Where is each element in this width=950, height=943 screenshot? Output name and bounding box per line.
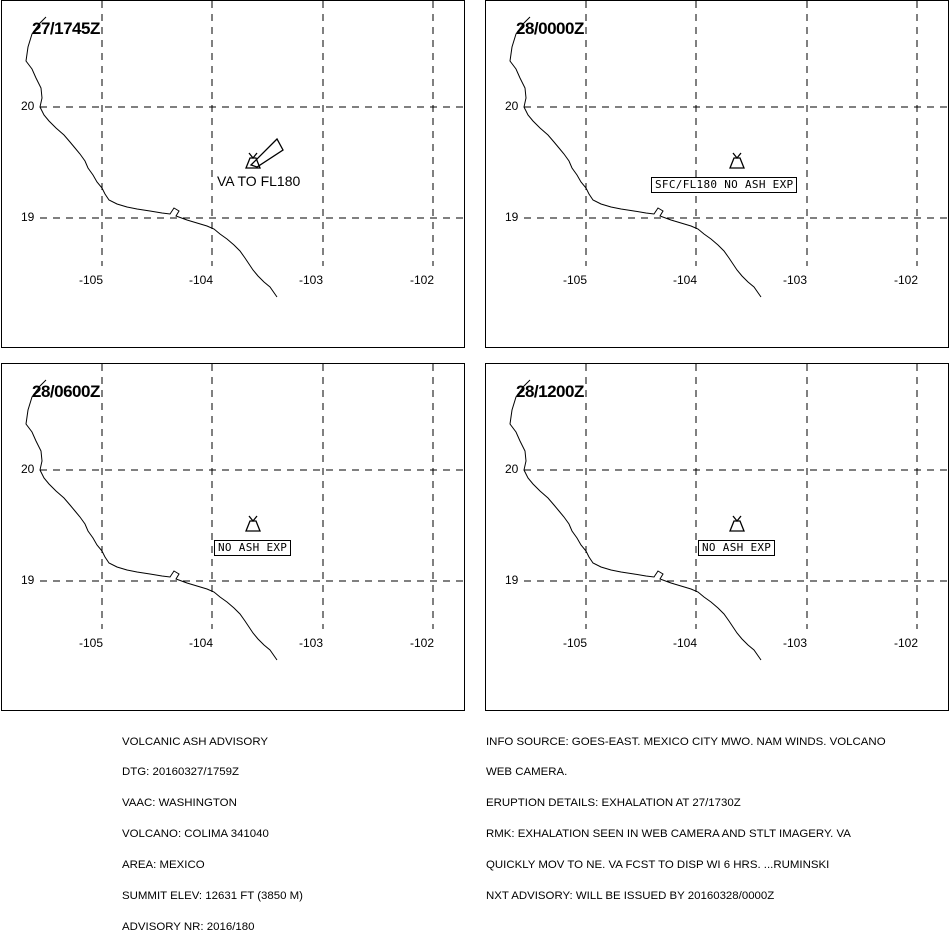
advisory-line: INFO SOURCE: GOES-EAST. MEXICO CITY MWO.… [486,735,886,748]
ash-label: NO ASH EXP [214,540,292,556]
lon-label-104: -104 [189,273,214,287]
advisory-line: VOLCANIC ASH ADVISORY [122,735,269,748]
coastline [509,379,762,661]
lat-label-20: 20 [21,99,35,113]
coastline [25,379,278,661]
advisory-line: SUMMIT ELEV: 12631 FT (3850 M) [122,890,303,903]
lon-label-104: -104 [189,636,214,650]
lon-label-102: -102 [410,273,435,287]
coastline [25,16,278,298]
advisory-line: VOLCANO: COLIMA 341040 [122,828,269,841]
ash-plume-polygon [249,137,284,168]
map-panel-3: 28/0600Z 20 19 -105 -104 -103 -102 NO AS… [1,363,465,711]
advisory-line: QUICKLY MOV TO NE. VA FCST TO DISP WI 6 … [486,859,830,872]
map-graphics [25,364,464,661]
advisory-line: WEB CAMERA. [486,766,568,779]
advisory-line: VAAC: WASHINGTON [122,797,237,810]
lon-label-105: -105 [79,636,104,650]
lon-label-103: -103 [299,636,324,650]
lon-label-105: -105 [79,273,104,287]
advisory-line: ADVISORY NR: 2016/180 [122,920,255,933]
panel-time-title: 28/0600Z [32,382,100,401]
volcano-icon [729,520,745,532]
advisory-line: ERUPTION DETAILS: EXHALATION AT 27/1730Z [486,797,741,810]
volcano-icon [245,157,261,169]
volcano-eruption-icon [732,515,742,523]
lon-label-105: -105 [563,273,588,287]
ash-label: NO ASH EXP [698,540,776,556]
ash-label: VA TO FL180 [217,173,301,189]
advisory-line: NXT ADVISORY: WILL BE ISSUED BY 20160328… [486,890,775,903]
advisory-left: VOLCANIC ASH ADVISORY DTG: 20160327/1759… [122,716,303,943]
lat-label-20: 20 [21,462,35,476]
advisory-line: DTG: 20160327/1759Z [122,766,240,779]
volcano-icon [245,520,261,532]
lon-label-103: -103 [783,636,808,650]
advisory-line: RMK: EXHALATION SEEN IN WEB CAMERA AND S… [486,828,851,841]
lon-label-102: -102 [894,636,919,650]
lat-label-20: 20 [505,99,519,113]
lat-label-19: 19 [21,210,35,224]
map-panel-4: 28/1200Z 20 19 -105 -104 -103 -102 NO AS… [485,363,949,711]
lon-label-103: -103 [783,273,808,287]
panel-time-title: 27/1745Z [32,19,100,38]
lon-label-102: -102 [894,273,919,287]
volcano-icon [729,157,745,169]
volcano-eruption-icon [248,152,258,160]
advisory-line: AREA: MEXICO [122,859,205,872]
ash-label: SFC/FL180 NO ASH EXP [651,177,798,193]
panel-time-title: 28/1200Z [516,382,584,401]
coastline [509,16,762,298]
lat-label-19: 19 [21,573,35,587]
map-panel-1: 27/1745Z 20 19 -105 -104 -103 -102 VA TO… [1,0,465,348]
map-graphics [509,1,948,298]
lat-label-19: 19 [505,573,519,587]
advisory-right: INFO SOURCE: GOES-EAST. MEXICO CITY MWO.… [486,716,886,912]
volcano-eruption-icon [248,515,258,523]
panel-time-title: 28/0000Z [516,19,584,38]
lon-label-105: -105 [563,636,588,650]
lon-label-104: -104 [673,273,698,287]
lat-label-20: 20 [505,462,519,476]
volcano-eruption-icon [732,152,742,160]
lon-label-103: -103 [299,273,324,287]
lat-label-19: 19 [505,210,519,224]
map-graphics [25,1,464,298]
lon-label-102: -102 [410,636,435,650]
map-graphics [509,364,948,661]
lon-label-104: -104 [673,636,698,650]
map-panel-2: 28/0000Z 20 19 -105 -104 -103 -102 SFC/F… [485,0,949,348]
